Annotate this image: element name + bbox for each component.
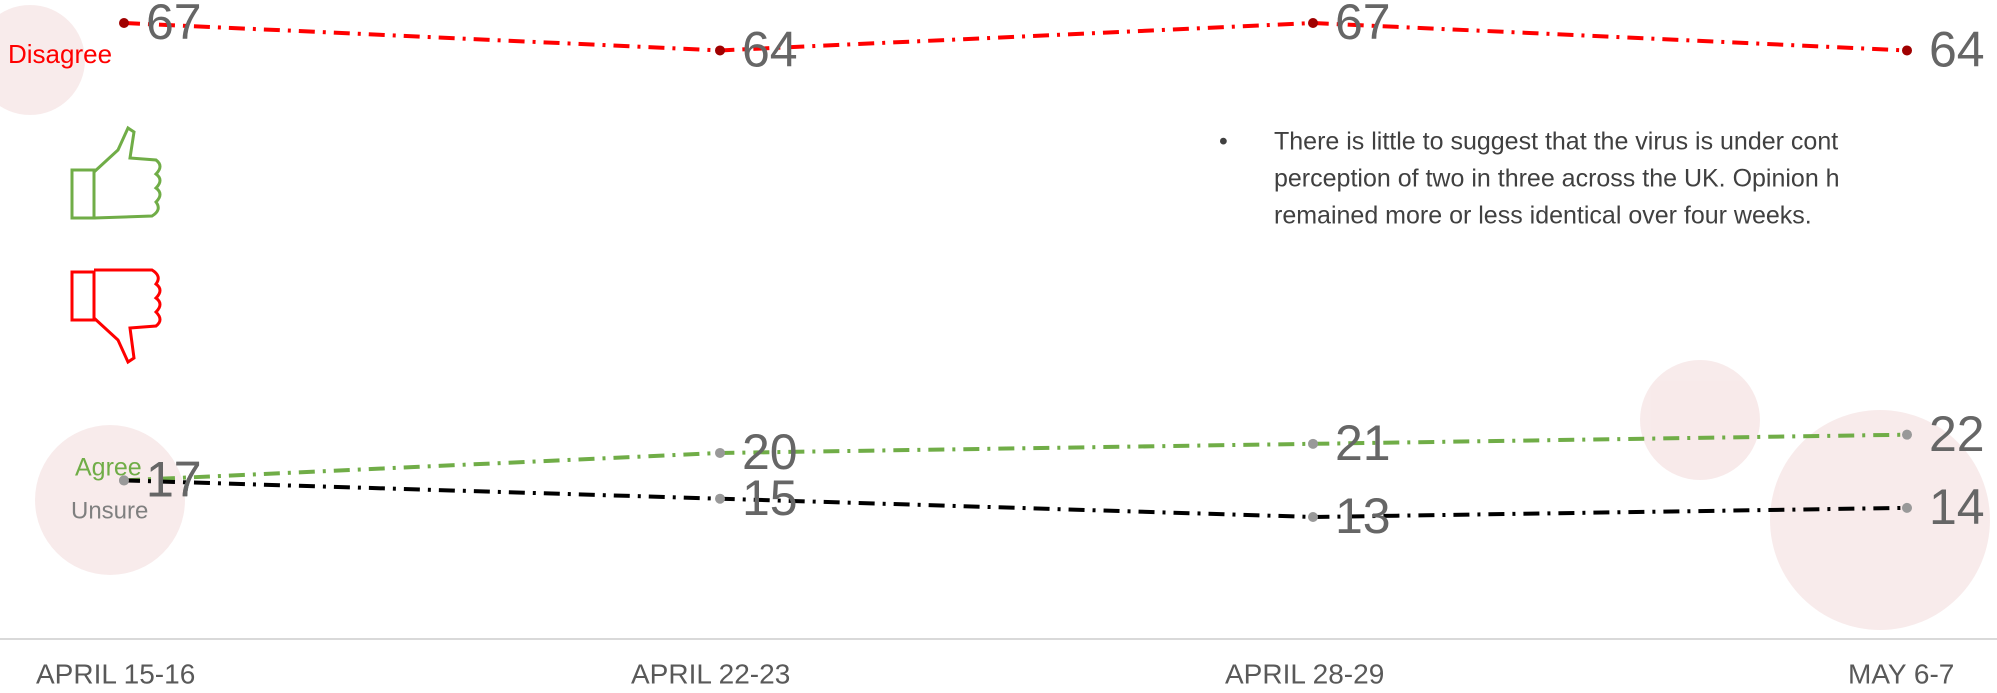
annotation: perception of two in three across the UK…: [1274, 165, 1840, 193]
point: [715, 493, 725, 504]
value-label: 17: [146, 452, 202, 508]
point: [1308, 512, 1318, 522]
x-tick-label: MAY 6-7: [1848, 658, 1954, 689]
point: [1308, 438, 1318, 449]
bullet: •: [1219, 128, 1228, 156]
series-label: Agree: [75, 454, 142, 482]
point: [1902, 429, 1912, 440]
x-tick-label: APRIL 28-29: [1225, 658, 1384, 689]
series-label: Unsure: [71, 497, 148, 524]
value-label: 13: [1335, 488, 1391, 544]
annotation: remained more or less identical over fou…: [1274, 202, 1812, 230]
x-tick-label: APRIL 22-23: [631, 658, 790, 689]
x-tick-label: APRIL 15-16: [36, 658, 195, 689]
annotation: There is little to suggest that the viru…: [1274, 128, 1838, 156]
value-label: 64: [1929, 22, 1985, 78]
series-line: [123, 20, 1908, 53]
point: [1902, 502, 1912, 513]
point: [715, 447, 725, 458]
series-label: Disagree: [8, 39, 112, 69]
point: [715, 45, 725, 56]
value-label: 14: [1929, 479, 1985, 535]
value-label: 64: [742, 22, 798, 78]
value-label: 22: [1929, 406, 1985, 462]
series-line: [123, 432, 1908, 483]
point: [119, 18, 129, 28]
value-label: 15: [742, 470, 798, 526]
point: [119, 475, 129, 486]
value-label: 21: [1335, 415, 1391, 471]
value-label: 20: [742, 424, 798, 480]
value-label: 67: [146, 0, 202, 50]
thumbs-down-icon: [70, 268, 162, 365]
series-line: [123, 478, 1908, 520]
background-decoration: [0, 5, 1990, 630]
thumbs-up-icon: [70, 125, 162, 220]
value-label: 17: [146, 452, 202, 508]
point: [1902, 45, 1912, 56]
value-label: 67: [1335, 0, 1391, 50]
point: [1308, 18, 1318, 28]
